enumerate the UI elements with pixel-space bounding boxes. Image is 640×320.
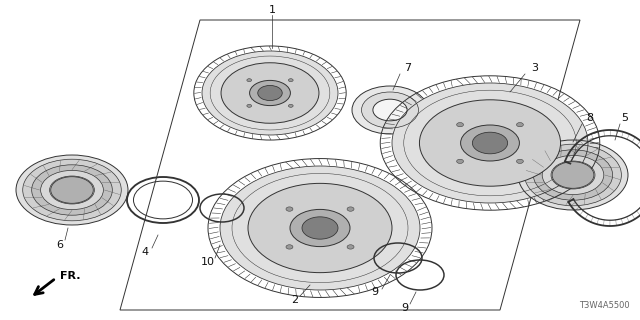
Ellipse shape [23, 159, 122, 221]
Ellipse shape [41, 171, 104, 210]
Ellipse shape [286, 245, 293, 249]
Ellipse shape [247, 79, 252, 82]
Ellipse shape [518, 140, 628, 210]
Ellipse shape [250, 80, 291, 106]
Text: 10: 10 [201, 257, 215, 267]
Ellipse shape [392, 83, 588, 203]
Ellipse shape [202, 51, 338, 135]
Text: 3: 3 [531, 63, 538, 73]
Ellipse shape [347, 245, 354, 249]
Text: 5: 5 [621, 113, 628, 123]
Ellipse shape [302, 217, 338, 239]
Ellipse shape [373, 99, 407, 121]
Ellipse shape [32, 165, 113, 215]
Text: 2: 2 [291, 295, 299, 305]
Ellipse shape [290, 209, 350, 247]
Ellipse shape [289, 104, 293, 107]
Text: 4: 4 [141, 247, 148, 257]
Ellipse shape [456, 123, 463, 127]
Ellipse shape [552, 162, 594, 188]
Text: 9: 9 [401, 303, 408, 313]
Text: 7: 7 [404, 63, 412, 73]
Ellipse shape [461, 125, 520, 161]
Ellipse shape [286, 207, 293, 211]
Ellipse shape [51, 177, 93, 203]
Ellipse shape [221, 63, 319, 123]
Ellipse shape [551, 161, 595, 189]
Ellipse shape [248, 183, 392, 273]
Ellipse shape [258, 85, 282, 100]
Ellipse shape [347, 207, 354, 211]
Ellipse shape [542, 156, 604, 195]
Ellipse shape [50, 176, 95, 204]
Text: T3W4A5500: T3W4A5500 [579, 301, 630, 310]
Text: 1: 1 [269, 5, 275, 15]
Text: 8: 8 [586, 113, 593, 123]
Ellipse shape [16, 155, 128, 225]
Ellipse shape [525, 144, 621, 206]
Text: FR.: FR. [60, 271, 81, 281]
Ellipse shape [362, 92, 419, 128]
Ellipse shape [516, 159, 524, 164]
Ellipse shape [419, 100, 561, 186]
Ellipse shape [472, 132, 508, 154]
Polygon shape [120, 20, 580, 310]
Ellipse shape [352, 86, 428, 134]
Text: 9: 9 [371, 287, 379, 297]
Ellipse shape [533, 150, 612, 200]
Ellipse shape [289, 79, 293, 82]
Ellipse shape [220, 166, 420, 290]
Ellipse shape [516, 123, 524, 127]
Ellipse shape [247, 104, 252, 107]
Ellipse shape [456, 159, 463, 164]
Text: 6: 6 [56, 240, 63, 250]
